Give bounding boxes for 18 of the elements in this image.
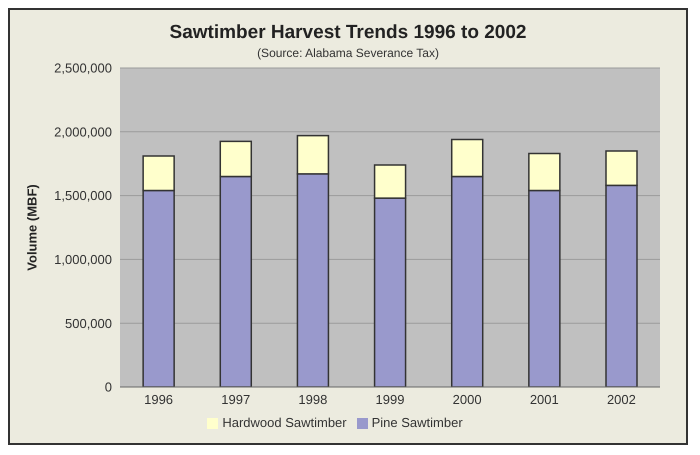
- x-tick-label: 1998: [298, 392, 328, 408]
- chart-subtitle: (Source: Alabama Severance Tax): [256, 46, 440, 60]
- y-axis-title: Volume (MBF): [24, 184, 40, 271]
- y-tick-label: 1,000,000: [54, 252, 112, 268]
- x-tick-label: 1999: [376, 392, 404, 408]
- x-tick-label: 2002: [606, 392, 636, 408]
- legend-label: Hardwood Sawtimber: [222, 415, 347, 430]
- x-tick-label: 2001: [530, 392, 559, 408]
- x-tick-label: 1996: [144, 392, 174, 408]
- y-tick-label: 500,000: [65, 316, 112, 331]
- y-tick-label: 0: [104, 380, 112, 395]
- y-tick-label: 2,000,000: [54, 124, 112, 140]
- chart-title: Sawtimber Harvest Trends 1996 to 2002: [168, 22, 528, 44]
- x-tick-label: 1997: [221, 392, 250, 408]
- y-tick-label: 1,500,000: [54, 188, 112, 204]
- y-tick-label: 2,500,000: [54, 60, 112, 76]
- x-tick-label: 2000: [452, 392, 482, 408]
- legend-label: Pine Sawtimber: [372, 415, 463, 430]
